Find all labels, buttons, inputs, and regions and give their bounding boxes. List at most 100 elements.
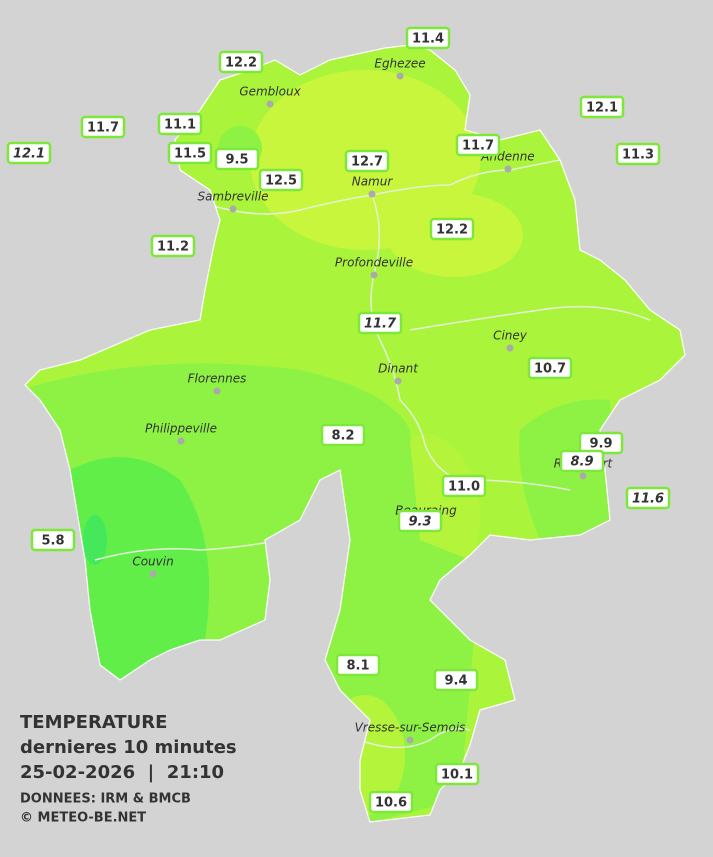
station-value: 9.4	[444, 674, 467, 689]
station-value: 11.7	[462, 139, 494, 154]
station: 11.3	[615, 142, 661, 166]
station-value: 11.5	[174, 147, 206, 162]
stations: 11.4 12.2 12.1 11.7 11.1 12.1 11.5 9.5 12.7 11.7 1…	[6, 26, 671, 814]
station-value: 12.1	[13, 147, 45, 162]
city-label: Ciney	[493, 329, 528, 343]
river	[359, 728, 471, 749]
station-value: 8.1	[346, 659, 369, 674]
station: 8.1	[335, 653, 381, 677]
station: 11.2	[150, 234, 196, 258]
station-box	[433, 668, 479, 692]
city-label: Couvin	[132, 555, 173, 569]
city-label: Eghezee	[374, 57, 425, 71]
station-value: 12.5	[265, 174, 297, 189]
station-value: 12.1	[586, 101, 618, 116]
station: 11.7	[80, 115, 126, 139]
station-value: 8.9	[570, 455, 593, 470]
station-value: 12.2	[225, 56, 257, 71]
city-dot	[579, 472, 587, 480]
city-label: Gembloux	[239, 85, 301, 99]
station-value: 11.3	[622, 148, 654, 163]
city-dot	[213, 387, 221, 395]
station-box	[615, 142, 661, 166]
station-box	[258, 168, 304, 192]
station-value: 10.6	[375, 796, 407, 811]
station-value: 5.8	[41, 534, 64, 549]
station: 11.5	[167, 141, 213, 165]
station-box	[335, 653, 381, 677]
station-box	[80, 115, 126, 139]
station-box	[405, 26, 451, 50]
station-box	[441, 474, 487, 498]
station: 12.7	[344, 149, 390, 173]
city-dot	[504, 165, 512, 173]
zone	[70, 457, 210, 690]
station-value: 9.9	[589, 437, 612, 452]
city-label: Florennes	[188, 372, 247, 386]
station-value: 10.7	[534, 362, 566, 377]
station: 11.4	[405, 26, 451, 50]
city-dot	[177, 437, 185, 445]
station-value: 12.7	[351, 155, 383, 170]
station: 11.7	[357, 311, 403, 335]
zone	[83, 515, 107, 565]
rivers	[94, 159, 651, 749]
station: 9.5	[214, 147, 260, 171]
station: 12.5	[258, 168, 304, 192]
station-value: 8.2	[331, 429, 354, 444]
station: 11.7	[455, 133, 501, 157]
station: 8.9	[559, 449, 605, 473]
station-box	[150, 234, 196, 258]
city-dot	[506, 344, 514, 352]
station-value: 11.1	[164, 118, 196, 133]
station: 5.8	[30, 528, 76, 552]
river	[94, 539, 281, 561]
station-box	[527, 356, 573, 380]
city-dot	[149, 570, 157, 578]
station-box	[625, 486, 671, 510]
timestamp: 25-02-2026 | 21:10	[20, 762, 224, 783]
station-box	[6, 141, 52, 165]
city-label: Sambreville	[197, 190, 268, 204]
station-box	[214, 147, 260, 171]
station-box	[579, 95, 625, 119]
station-box	[429, 217, 475, 241]
station-box	[455, 133, 501, 157]
station: 10.7	[527, 356, 573, 380]
station: 11.0	[441, 474, 487, 498]
city-dot	[406, 736, 414, 744]
station-value: 12.2	[436, 223, 468, 238]
station: 9.4	[433, 668, 479, 692]
city-label: Profondeville	[335, 256, 413, 270]
city-dot	[394, 377, 402, 385]
station-box	[357, 311, 403, 335]
station-value: 9.3	[408, 515, 431, 530]
river	[409, 305, 651, 331]
station: 9.9	[578, 431, 624, 455]
station-box	[167, 141, 213, 165]
source: DONNEES: IRM & BMCB	[20, 792, 191, 807]
city-dot	[229, 205, 237, 213]
title: TEMPERATURE	[20, 712, 167, 733]
station-value: 11.2	[157, 240, 189, 255]
station-box	[157, 112, 203, 136]
station-box	[368, 790, 414, 814]
station-value: 11.0	[448, 480, 480, 495]
city-dot	[368, 190, 376, 198]
city-label: Namur	[352, 175, 394, 189]
city-label: Vresse-sur-Semois	[355, 721, 466, 735]
city-dot	[396, 72, 404, 80]
station-value: 11.7	[364, 317, 397, 332]
station-box	[559, 449, 605, 473]
station-box	[320, 423, 366, 447]
station: 10.1	[434, 762, 480, 786]
city-label: Philippeville	[145, 422, 217, 436]
station: 10.6	[368, 790, 414, 814]
station-box	[434, 762, 480, 786]
city-dot	[370, 271, 378, 279]
station-box	[30, 528, 76, 552]
station-box	[397, 509, 443, 533]
subtitle: dernieres 10 minutes	[20, 737, 237, 758]
station-value: 11.7	[87, 121, 119, 136]
